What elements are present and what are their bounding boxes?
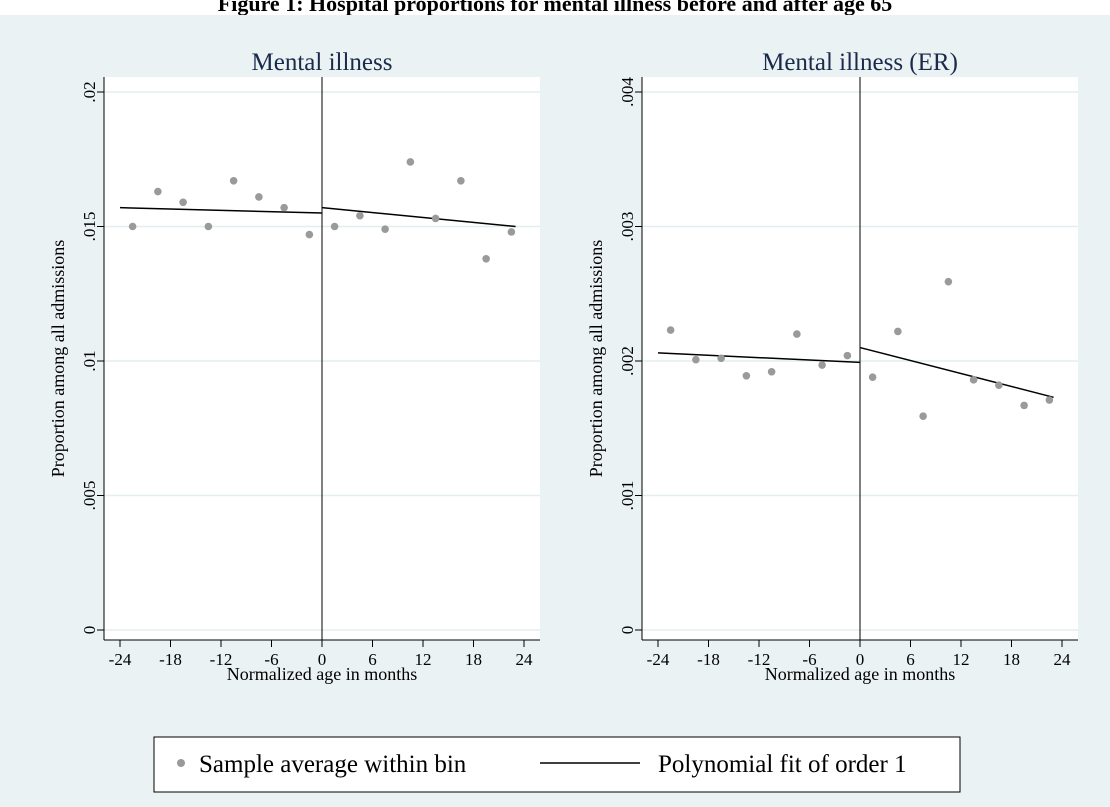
legend: Sample average within bin Polynomial fit… (153, 736, 961, 793)
left-x-tick-label: 0 (318, 650, 327, 669)
left-x-tick-label: 12 (415, 650, 432, 669)
left-y-tick-label: .02 (80, 81, 99, 102)
left-y-tick-label: .005 (80, 481, 99, 511)
figure-title: Figure 1: Hospital proportions for menta… (217, 0, 893, 16)
left-x-tick-label: -6 (264, 650, 278, 669)
right-point (692, 355, 700, 364)
left-point (381, 225, 389, 233)
left-x-axis-label: Normalized age in months (227, 664, 417, 684)
right-x-tick-label: -6 (802, 650, 816, 669)
right-y-tick-label: .001 (618, 481, 637, 511)
right-point (767, 367, 776, 376)
left-x-tick-label: 24 (516, 650, 534, 669)
left-x-tick-label: -12 (210, 650, 233, 669)
left-point (482, 254, 490, 263)
right-fit-line (657, 352, 861, 364)
left-point (507, 228, 516, 236)
right-y-tick-label: .004 (618, 77, 637, 107)
right-point (1045, 396, 1054, 404)
right-y-axis-label: Proportion among all admissions (586, 240, 606, 478)
right-y-tick-label: .003 (618, 212, 637, 242)
right-point (742, 371, 751, 380)
right-point (944, 277, 953, 286)
right-point (818, 361, 826, 369)
right-point (894, 327, 902, 336)
right-point (995, 381, 1003, 390)
left-point (255, 193, 263, 201)
right-x-tick-label: 24 (1054, 650, 1072, 669)
right-fit-line (859, 346, 1054, 399)
left-point (406, 158, 415, 166)
left-x-tick-label: 6 (368, 650, 377, 669)
left-point (204, 222, 213, 231)
right-x-tick-label: -24 (647, 650, 670, 669)
right-point (919, 412, 927, 420)
left-x-tick-label: 18 (465, 650, 482, 669)
left-chart-title: Mental illness (252, 49, 393, 76)
left-point (179, 198, 187, 207)
right-x-axis-label: Normalized age in months (765, 664, 955, 684)
left-point (154, 187, 162, 196)
left-point (128, 222, 137, 231)
right-x-tick-label: 18 (1003, 650, 1020, 669)
right-x-tick-label: -18 (697, 650, 720, 669)
legend-fit-label: Polynomial fit of order 1 (658, 751, 907, 778)
legend-marker-icon (177, 759, 185, 767)
right-point (969, 376, 978, 384)
left-point (280, 203, 288, 212)
left-y-tick-label: 0 (80, 626, 99, 635)
left-y-tick-label: .015 (80, 212, 99, 242)
left-point (229, 176, 238, 185)
right-point (1020, 401, 1028, 410)
left-point (356, 211, 364, 220)
right-point (793, 330, 801, 338)
right-chart: 0 .001 .002 .003 .004 -24 -18 -12 -6 0 6 12 18 24 Ment… (586, 49, 1078, 684)
left-point (330, 222, 339, 231)
right-point (868, 373, 877, 381)
left-x-tick-label: -24 (109, 650, 132, 669)
left-point (305, 230, 314, 239)
legend-box (153, 736, 961, 793)
right-point (843, 351, 852, 360)
left-fit-line (119, 206, 323, 214)
left-point (431, 214, 440, 223)
left-point (457, 176, 465, 185)
left-fit-line (321, 206, 516, 228)
left-x-tick-label: -18 (159, 650, 182, 669)
right-x-tick-label: 6 (906, 650, 915, 669)
left-chart: 0 .005 .01 .015 .02 -24 -18 -12 -6 0 6 12 18 24 Mental… (48, 49, 540, 684)
left-y-axis-label: Proportion among all admissions (48, 240, 68, 478)
legend-markers-label: Sample average within bin (199, 751, 467, 778)
right-y-tick-label: 0 (618, 626, 637, 635)
left-y-tick-label: .01 (80, 350, 99, 371)
right-chart-title: Mental illness (ER) (762, 49, 958, 76)
right-x-tick-label: 0 (856, 650, 865, 669)
right-point (666, 326, 675, 334)
right-point (717, 354, 725, 363)
right-x-tick-label: 12 (953, 650, 970, 669)
right-y-tick-label: .002 (618, 346, 637, 376)
right-x-tick-label: -12 (748, 650, 771, 669)
